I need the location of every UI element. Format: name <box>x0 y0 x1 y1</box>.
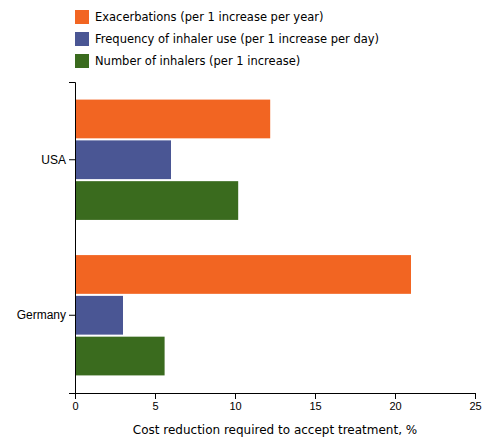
tick-mark <box>315 393 316 399</box>
bar-series <box>75 140 171 334</box>
x-tick: 5 <box>152 393 158 412</box>
x-axis-title: Cost reduction required to accept treatm… <box>133 423 417 437</box>
y-tick: Germany <box>17 308 75 322</box>
x-tick: 15 <box>309 393 321 412</box>
tick-mark <box>155 393 156 399</box>
legend-item: Frequency of inhaler use (per 1 increase… <box>75 32 379 46</box>
tick-label: 15 <box>309 400 321 412</box>
legend-item: Number of inhalers (per 1 increase) <box>75 54 300 68</box>
tick-label: Germany <box>17 308 66 322</box>
plot: 0 5 10 15 20 25 USA Germany <box>17 83 482 412</box>
x-tick: 10 <box>229 393 241 412</box>
x-axis: 0 5 10 15 20 25 <box>72 393 481 412</box>
bar <box>75 181 238 220</box>
x-tick: 0 <box>72 393 78 412</box>
bar-series <box>75 100 411 294</box>
y-tick: USA <box>41 153 75 167</box>
tick-mark <box>395 393 396 399</box>
bar <box>75 296 123 335</box>
legend-item: Exacerbations (per 1 increase per year) <box>75 10 324 24</box>
tick-mark <box>69 159 75 160</box>
bar <box>75 140 171 179</box>
chart: 0 5 10 15 20 25 USA Germany Cost reduction requi… <box>0 0 500 448</box>
tick-label: 5 <box>152 400 158 412</box>
axis-line <box>69 83 76 394</box>
legend-swatch <box>75 32 89 46</box>
tick-mark <box>475 393 476 399</box>
x-tick: 20 <box>389 393 401 412</box>
legend-label: Number of inhalers (per 1 increase) <box>95 54 300 68</box>
x-tick: 25 <box>469 393 481 412</box>
bar <box>75 337 165 376</box>
tick-label: 10 <box>229 400 241 412</box>
legend-label: Exacerbations (per 1 increase per year) <box>95 10 324 24</box>
legend-swatch <box>75 10 89 24</box>
bars <box>75 100 411 376</box>
bar <box>75 100 270 139</box>
y-axis: USA Germany <box>17 83 76 394</box>
bar <box>75 255 411 294</box>
legend-label: Frequency of inhaler use (per 1 increase… <box>95 32 379 46</box>
tick-mark <box>69 315 75 316</box>
tick-label: 25 <box>469 400 481 412</box>
tick-label: USA <box>41 153 66 167</box>
tick-mark <box>235 393 236 399</box>
legend: Exacerbations (per 1 increase per year) F… <box>75 10 379 68</box>
bar-series <box>75 181 238 375</box>
axis-line <box>76 394 476 400</box>
tick-label: 0 <box>72 400 78 412</box>
legend-swatch <box>75 54 89 68</box>
tick-label: 20 <box>389 400 401 412</box>
